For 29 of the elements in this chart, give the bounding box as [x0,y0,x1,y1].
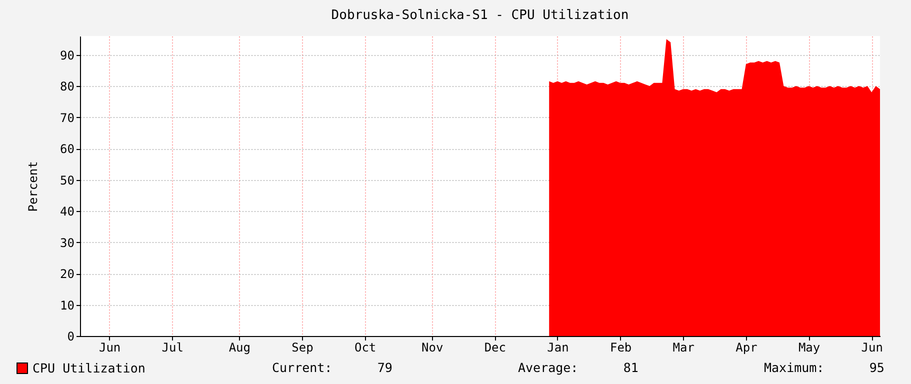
y-tick-label: 0 [67,330,74,344]
y-axis-title: Percent [26,161,40,212]
x-tick-label: May [798,340,820,354]
x-tick-label: Dec [484,340,506,354]
y-tick-label: 20 [60,267,74,281]
text: Maximum: 95 [764,360,884,375]
chart-title: Dobruska-Solnicka-S1 - CPU Utilization [331,8,629,23]
y-tick-label: 10 [60,298,74,312]
x-tick-label: Apr [736,340,758,354]
x-tick-label: Oct [354,340,376,354]
y-tick-label: 90 [60,48,74,62]
x-tick-label: Jun [861,340,883,354]
x-tick-label: Feb [610,340,632,354]
y-tick-label: 60 [60,142,74,156]
y-tick-label: 50 [60,173,74,188]
y-tick-label: 80 [60,80,74,94]
x-tick-label: Jan [547,340,569,354]
text: Current: 79 [272,360,392,375]
x-tick-label: Jul [162,340,184,354]
x-tick-label: Jun [98,340,121,354]
x-tick-label: Nov [421,340,444,354]
text: Average: 81 [518,360,638,375]
y-tick-label: 30 [60,236,74,250]
x-tick-label: Sep [292,340,314,354]
x-tick-label: Aug [228,340,251,354]
legend-label: CPU Utilization [32,360,146,376]
x-tick-label: Mar [672,340,694,354]
y-tick-label: 70 [60,110,74,125]
y-tick-label: 40 [60,204,74,218]
